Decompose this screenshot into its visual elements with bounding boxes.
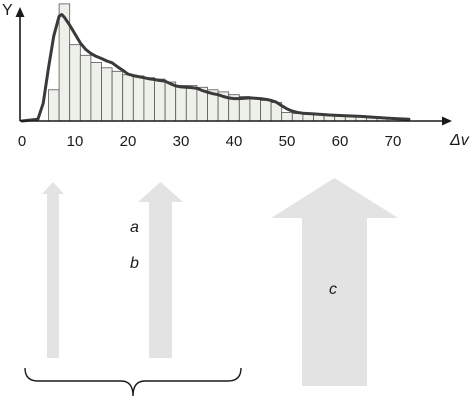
- histogram-bar: [143, 77, 155, 122]
- label-a: a: [130, 219, 139, 236]
- x-tick-label: 60: [332, 133, 349, 150]
- distribution-curve: [20, 13, 411, 123]
- histogram-bar: [79, 54, 92, 122]
- y-axis-arrowhead: [15, 7, 25, 17]
- histogram-bar: [69, 44, 81, 122]
- x-tick-label: 70: [385, 133, 402, 150]
- arrow-small-left: [42, 182, 64, 358]
- x-tick-label: 10: [67, 133, 84, 150]
- x-tick-label: 40: [226, 133, 243, 150]
- x-tick-label: 20: [120, 133, 137, 150]
- x-tick-label: 50: [279, 133, 296, 150]
- y-axis-label: Y: [2, 2, 13, 19]
- x-axis-label: Δv: [449, 132, 470, 149]
- histogram-bar: [302, 113, 314, 122]
- label-b: b: [130, 255, 139, 272]
- histogram-bar: [101, 67, 113, 122]
- x-tick-label: 0: [18, 133, 26, 150]
- histogram-bar: [260, 100, 272, 122]
- x-tick-label: 30: [173, 133, 190, 150]
- histogram-bar: [238, 96, 251, 122]
- histogram-bar: [48, 89, 60, 122]
- histogram-bar: [154, 78, 166, 122]
- label-c: c: [329, 281, 337, 298]
- histogram-bar: [122, 74, 134, 122]
- histogram-bar: [90, 62, 102, 122]
- histogram-bars: [48, 3, 389, 122]
- histogram-bar: [111, 70, 124, 122]
- arrow-medium: [138, 182, 183, 358]
- histogram-bar: [132, 75, 145, 122]
- x-axis-arrowhead: [442, 116, 452, 126]
- histogram-bar: [185, 85, 198, 122]
- histogram-bar: [281, 112, 293, 122]
- histogram-bar: [175, 85, 187, 122]
- histogram-bar: [291, 113, 304, 122]
- histogram-bar: [164, 81, 177, 122]
- arrow-large-c: [271, 178, 398, 386]
- x-tick-labels: 0 10 20 30 40 50 60 70: [18, 133, 402, 150]
- histogram-bar: [249, 98, 261, 122]
- curly-brace: [24, 367, 242, 397]
